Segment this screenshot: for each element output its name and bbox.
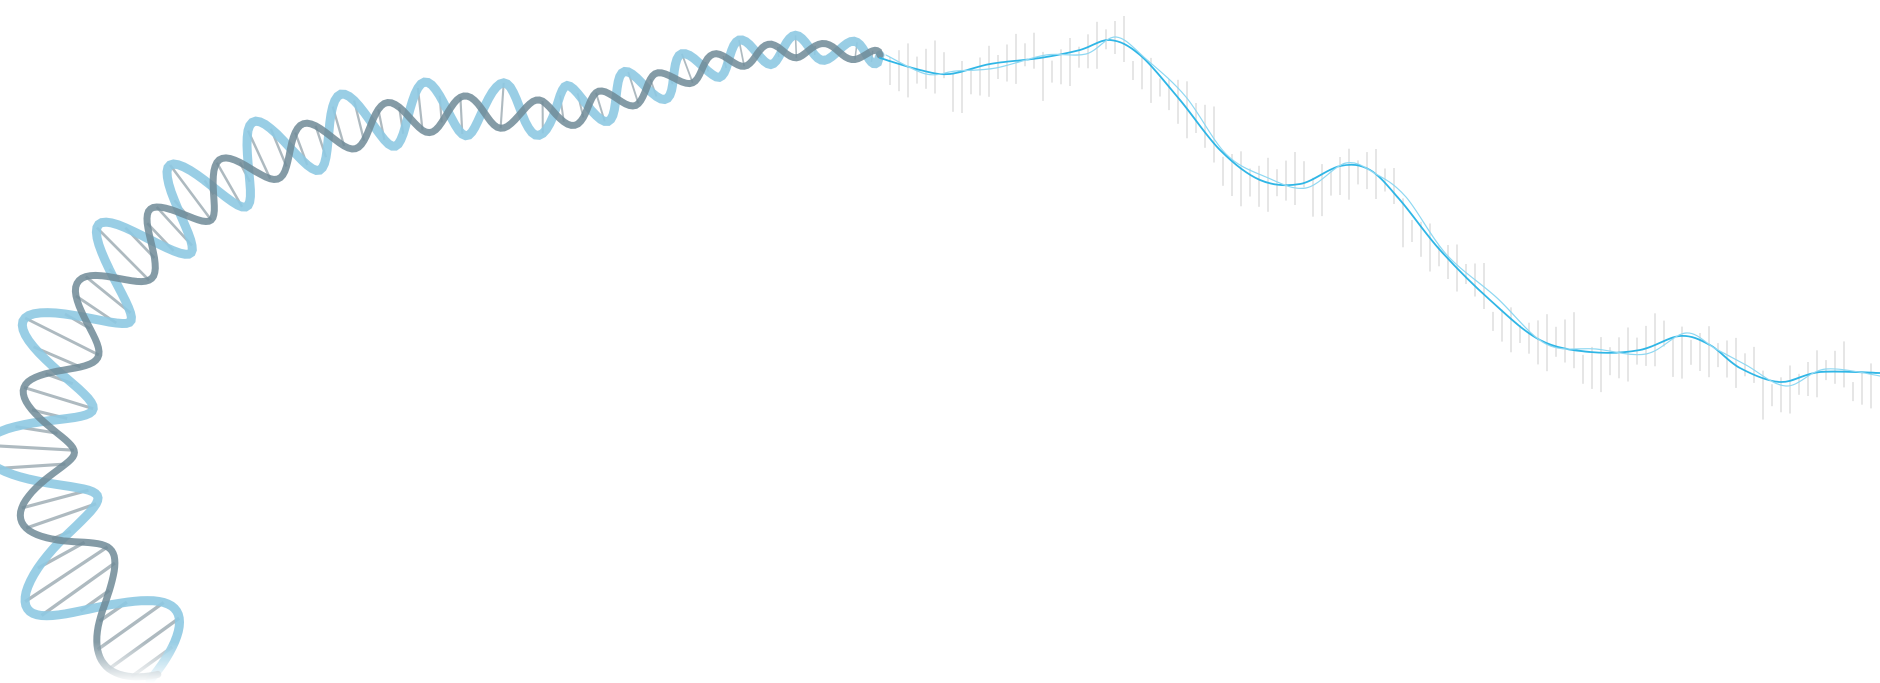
dna-rung: [0, 444, 75, 452]
dna-rung: [169, 164, 213, 221]
dna-rung: [680, 53, 694, 84]
bottom-fade: [0, 520, 300, 683]
dna-rung: [95, 226, 150, 282]
dna-strand-dark: [16, 39, 884, 681]
dna-rung: [84, 275, 132, 314]
background-candlesticks: [889, 16, 1872, 420]
dna-rung: [21, 488, 89, 510]
dna-rung: [246, 130, 272, 180]
dna-rung: [0, 462, 66, 470]
dna-rung: [499, 82, 505, 129]
dna-rung: [23, 385, 94, 411]
chart-line-secondary: [885, 36, 1880, 387]
chart-line-primary: [879, 39, 1880, 383]
dna-rung: [24, 316, 100, 357]
dna-rung: [215, 161, 244, 208]
